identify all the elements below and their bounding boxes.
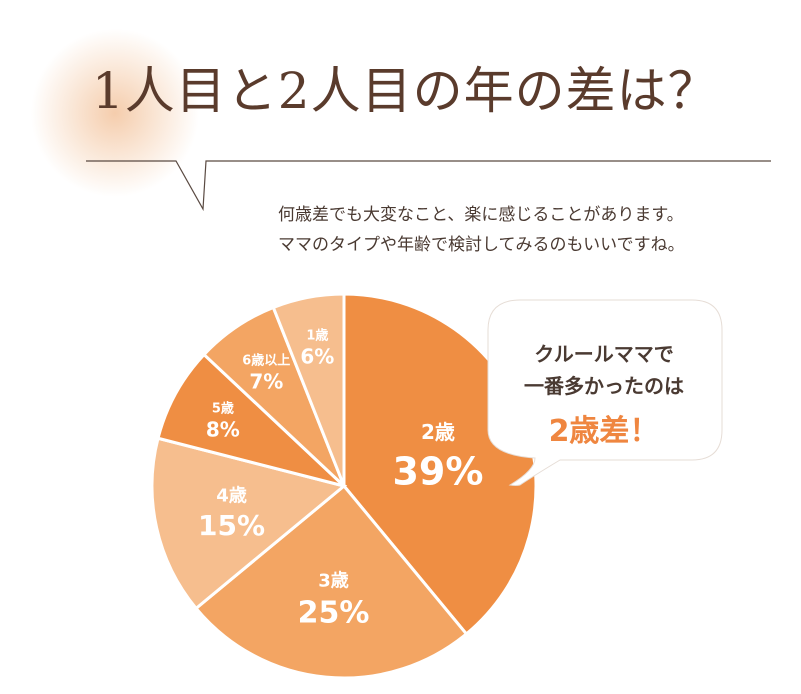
slice-value-6: 6% xyxy=(300,344,334,368)
pie-slice-4 xyxy=(156,352,346,488)
page-title: 1人目と2人目の年の差は？ xyxy=(92,62,719,120)
slice-value-3: 15% xyxy=(198,509,265,542)
callout-bubble-shape xyxy=(487,299,723,486)
slice-value-4: 8% xyxy=(206,417,240,441)
callout-highlight: 2歳差！ xyxy=(549,414,660,449)
callout-line-2: 一番多かったのは xyxy=(524,374,684,398)
slice-label-2: 3歳 xyxy=(318,570,349,591)
slice-label-1: 2歳 xyxy=(421,420,455,444)
slice-value-5: 7% xyxy=(249,370,283,394)
slice-value-1: 39% xyxy=(392,449,483,493)
pie-slice-6 xyxy=(271,292,346,487)
pie-slice-3 xyxy=(150,436,348,611)
description-line-2: ママのタイプや年齢で検討してみるのもいいですね。 xyxy=(278,235,685,255)
title-glow xyxy=(30,28,200,198)
slice-label-5: 6歳以上 xyxy=(242,353,290,369)
callout-bubble: クルールママで 一番多かったのは 2歳差！ xyxy=(487,299,723,486)
slice-label-6: 1歳 xyxy=(306,327,328,343)
slice-label-3: 4歳 xyxy=(216,485,247,506)
description-line-1: 何歳差でも大変なこと、楽に感じることがあります。 xyxy=(278,205,684,225)
slice-value-2: 25% xyxy=(298,595,370,630)
description: 何歳差でも大変なこと、楽に感じることがあります。 ママのタイプや年齢で検討してみ… xyxy=(278,200,685,260)
slice-label-4: 5歳 xyxy=(212,400,234,416)
pie-slice-2 xyxy=(193,483,469,680)
callout-line-1: クルールママで xyxy=(534,342,673,366)
title-underline xyxy=(86,160,771,212)
